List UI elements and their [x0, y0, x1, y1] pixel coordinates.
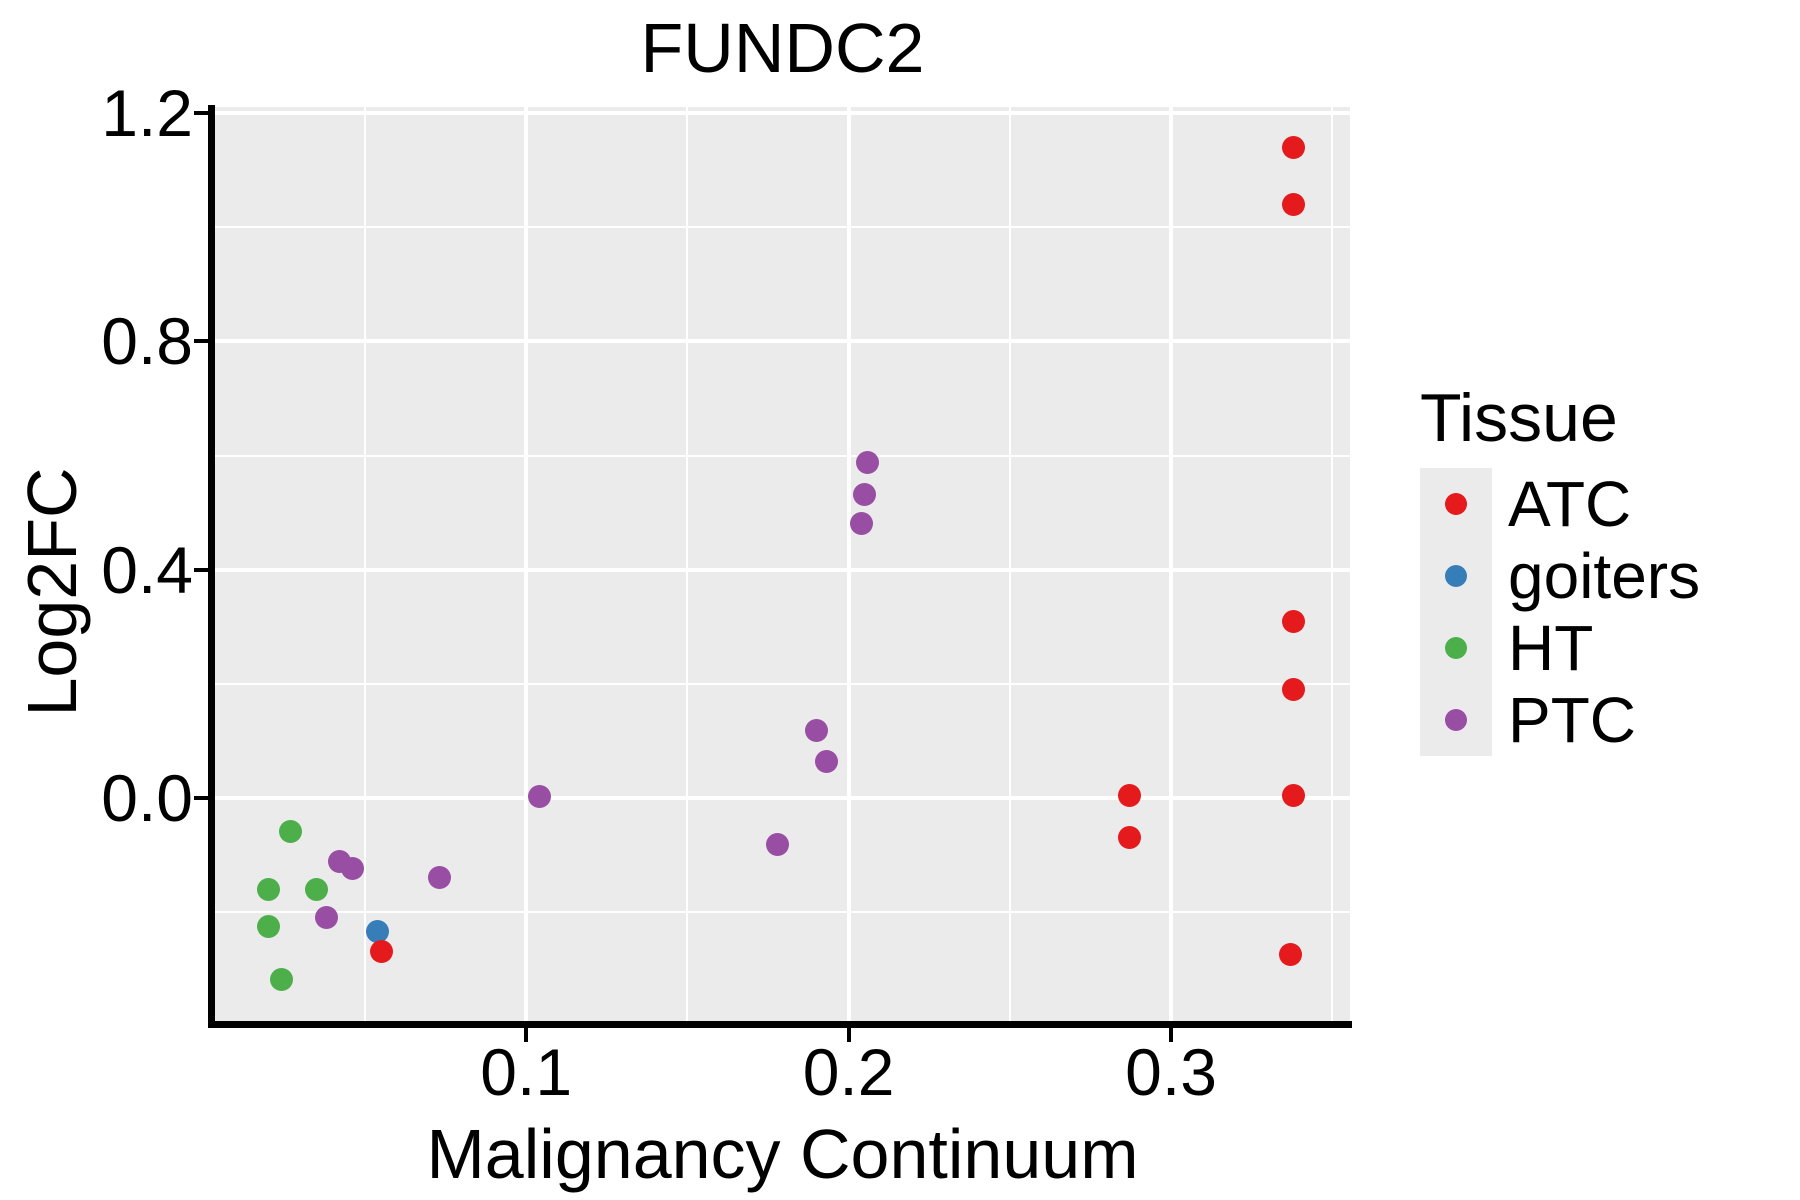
legend-label: ATC — [1508, 468, 1632, 540]
y-tick-label: 0.4 — [101, 532, 193, 607]
x-tick-label: 0.2 — [802, 1035, 895, 1109]
y-axis-line — [208, 105, 215, 1028]
data-point-HT — [279, 819, 303, 843]
plot-panel — [215, 107, 1350, 1021]
data-point-PTC — [427, 866, 451, 890]
minor-gridline-x — [686, 107, 689, 1021]
data-point-PTC — [853, 482, 877, 506]
major-gridline-x — [1169, 107, 1174, 1021]
legend-dot-icon — [1445, 709, 1467, 731]
major-gridline-x — [846, 107, 851, 1021]
major-gridline-x — [524, 107, 529, 1021]
minor-gridline-y — [215, 682, 1350, 685]
x-tick-mark — [846, 1028, 851, 1042]
y-tick-label: 0.8 — [101, 304, 193, 379]
data-point-goiters — [366, 920, 390, 944]
legend-label: goiters — [1508, 540, 1701, 612]
data-point-PTC — [804, 719, 828, 743]
major-gridline-y — [215, 795, 1350, 800]
data-point-HT — [256, 877, 280, 901]
data-point-ATC — [1282, 136, 1306, 159]
data-point-ATC — [1282, 193, 1306, 217]
legend-item-goiters: goiters — [1420, 540, 1700, 612]
legend-dot-icon — [1445, 565, 1467, 587]
data-point-ATC — [1282, 678, 1306, 702]
x-tick-mark — [524, 1028, 529, 1042]
y-tick-label: 1.2 — [101, 76, 193, 151]
legend-key — [1420, 468, 1492, 540]
major-gridline-y — [215, 567, 1350, 572]
data-point-PTC — [856, 450, 880, 474]
legend-label: PTC — [1508, 684, 1636, 756]
minor-gridline-x — [363, 107, 366, 1021]
x-tick-label: 0.1 — [480, 1035, 573, 1109]
data-point-PTC — [527, 785, 551, 809]
legend-dot-icon — [1445, 637, 1467, 659]
legend-key — [1420, 612, 1492, 684]
major-gridline-y — [215, 339, 1350, 344]
y-tick-mark — [194, 567, 208, 572]
minor-gridline-y — [215, 226, 1350, 229]
y-tick-label: 0.0 — [101, 760, 193, 835]
x-tick-label: 0.3 — [1125, 1035, 1217, 1109]
data-point-HT — [269, 968, 293, 992]
data-point-PTC — [849, 511, 873, 535]
x-axis-line — [208, 1021, 1352, 1028]
data-point-ATC — [369, 940, 393, 964]
major-gridline-y — [215, 111, 1350, 116]
data-point-HT — [256, 915, 280, 939]
data-point-ATC — [1117, 783, 1141, 807]
data-point-PTC — [314, 906, 338, 930]
x-tick-mark — [1169, 1028, 1174, 1042]
y-tick-mark — [194, 111, 208, 116]
data-point-ATC — [1282, 609, 1306, 633]
minor-gridline-x — [1331, 107, 1334, 1021]
minor-gridline-y — [215, 454, 1350, 457]
data-point-ATC — [1117, 826, 1141, 850]
legend-title: Tissue — [1420, 380, 1618, 456]
minor-gridline-x — [1008, 107, 1011, 1021]
legend-item-PTC: PTC — [1420, 684, 1700, 756]
legend-key — [1420, 684, 1492, 756]
data-point-ATC — [1282, 783, 1306, 807]
data-point-HT — [305, 877, 329, 901]
legend: ATC goiters HT PTC — [1420, 468, 1700, 756]
y-tick-mark — [194, 339, 208, 344]
legend-item-HT: HT — [1420, 612, 1700, 684]
data-point-PTC — [340, 856, 364, 880]
plot-title: FUNDC2 — [640, 9, 925, 87]
x-axis-title: Malignancy Continuum — [426, 1115, 1139, 1193]
data-point-PTC — [766, 833, 790, 857]
legend-item-ATC: ATC — [1420, 468, 1700, 540]
y-tick-mark — [194, 795, 208, 800]
legend-dot-icon — [1445, 493, 1467, 515]
data-point-ATC — [1278, 943, 1302, 967]
data-point-PTC — [814, 750, 838, 774]
legend-label: HT — [1508, 612, 1594, 684]
minor-gridline-y — [215, 911, 1350, 914]
legend-key — [1420, 540, 1492, 612]
